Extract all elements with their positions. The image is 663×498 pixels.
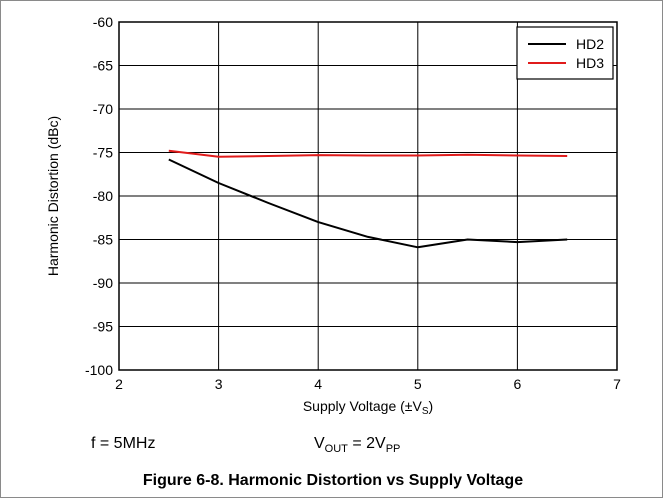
plot-area (118, 21, 618, 371)
legend-label-hd3: HD3 (576, 55, 604, 71)
x-tick-label: 6 (514, 376, 522, 392)
x-axis-title: Supply Voltage (±VS) (303, 398, 433, 417)
figure-caption: Figure 6-8. Harmonic Distortion vs Suppl… (143, 472, 523, 489)
legend: HD2 HD3 (516, 26, 614, 80)
y-tick-label: -85 (93, 232, 113, 248)
y-tick-label: -100 (85, 362, 113, 378)
series-lines (168, 149, 568, 249)
legend-label-hd2: HD2 (576, 36, 604, 52)
y-tick-label: -65 (93, 58, 113, 74)
y-tick-label: -60 (93, 14, 113, 30)
y-tick-label: -70 (93, 101, 113, 117)
y-tick-label: -80 (93, 188, 113, 204)
x-tick-label: 2 (115, 376, 123, 392)
frequency-condition: f = 5MHz (91, 435, 155, 452)
tick-labels: 2 3 4 5 6 7 -60 -65 -70 -75 -80 -85 -90 -95 -100 (85, 14, 621, 392)
series-line-hd2 (168, 158, 568, 249)
y-tick-label: -75 (93, 145, 113, 161)
x-tick-label: 7 (613, 376, 621, 392)
y-tick-label: -90 (93, 275, 113, 291)
y-tick-label: -95 (93, 319, 113, 335)
legend-box (516, 26, 614, 80)
x-tick-label: 3 (215, 376, 223, 392)
x-tick-label: 4 (314, 376, 322, 392)
series-line-hd3 (168, 149, 568, 158)
x-tick-label: 5 (414, 376, 422, 392)
output-voltage-condition: VOUT = 2VPP (314, 435, 400, 455)
y-axis-title: Harmonic Distortion (dBc) (45, 116, 61, 276)
